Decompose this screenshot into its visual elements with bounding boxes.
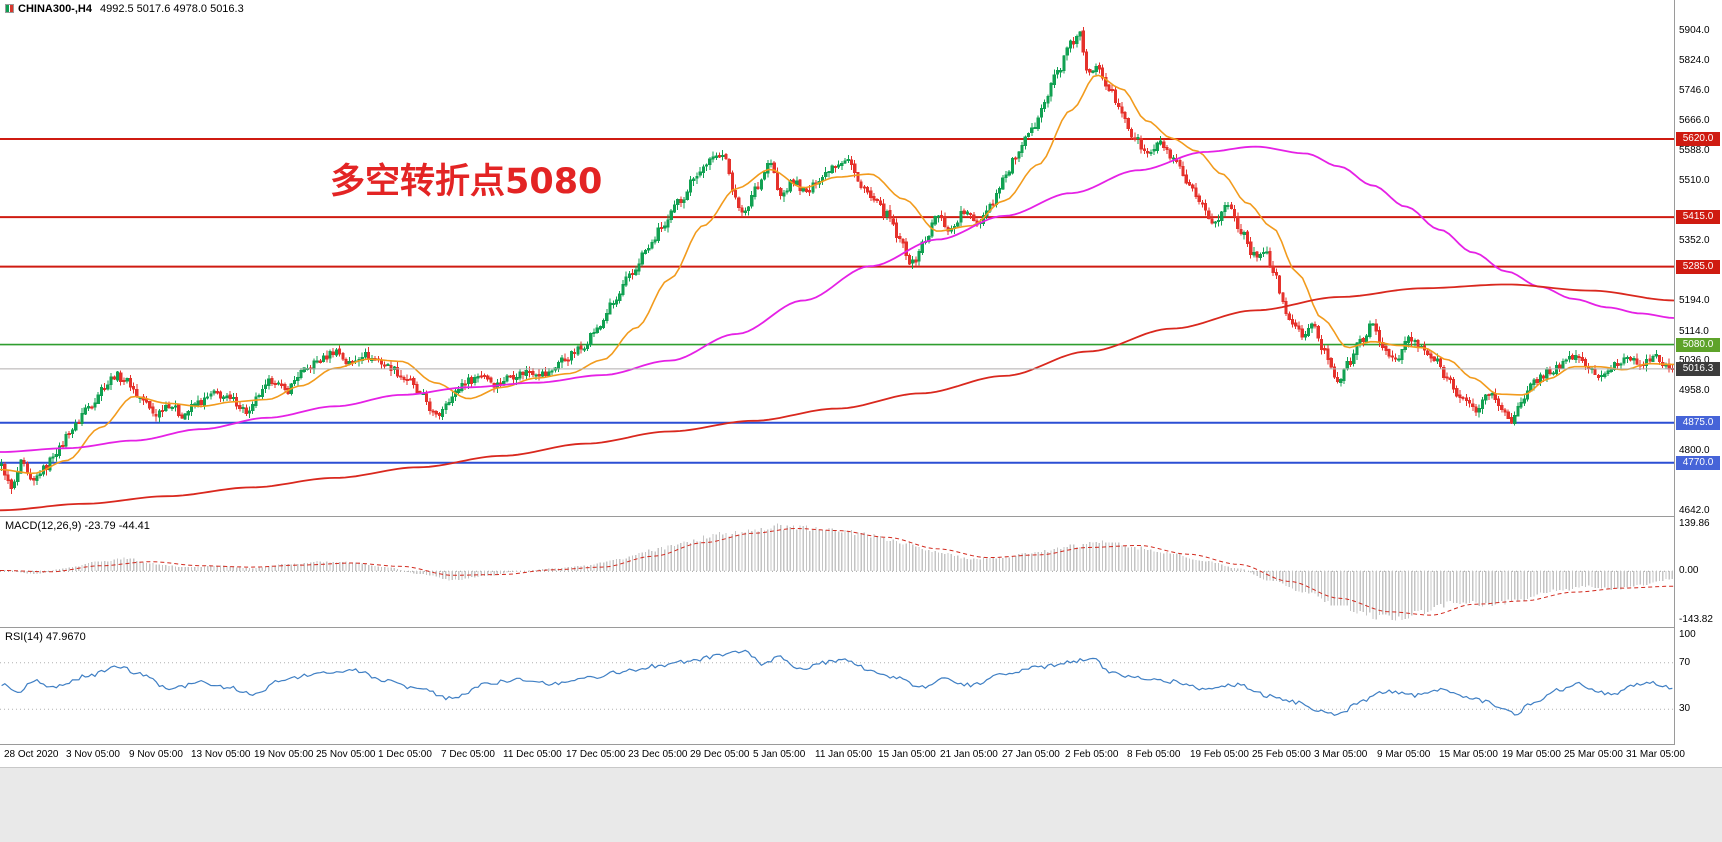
price-axis-tick: 5352.0 — [1679, 235, 1710, 246]
time-axis-label: 3 Nov 05:00 — [66, 749, 120, 760]
price-axis-tick: 4642.0 — [1679, 505, 1710, 516]
rsi-panel[interactable]: RSI(14) 47.9670 — [0, 628, 1674, 745]
price-axis-tick: 5666.0 — [1679, 115, 1710, 126]
price-axis-tick: 5824.0 — [1679, 55, 1710, 66]
time-axis-label: 19 Nov 05:00 — [254, 749, 314, 760]
time-axis-label: 7 Dec 05:00 — [441, 749, 495, 760]
time-axis-label: 11 Dec 05:00 — [503, 749, 562, 760]
price-axis[interactable]: 5904.0 5824.0 5746.0 5666.0 5588.0 5510.0 5352… — [1674, 0, 1722, 745]
rsi-label: RSI(14) 47.9670 — [5, 631, 86, 643]
window-footer — [0, 767, 1722, 842]
rsi-axis-tick: 30 — [1679, 703, 1691, 714]
price-badge-4875.0[interactable]: 4875.0 — [1676, 416, 1720, 430]
annotation-text[interactable]: 多空转折点5080 — [330, 162, 603, 202]
price-badge-5285.0[interactable]: 5285.0 — [1676, 260, 1720, 274]
symbol-timeframe-label: CHINA300-,H4 — [18, 3, 92, 15]
macd-axis-tick: 0.00 — [1679, 565, 1699, 576]
macd-axis-tick: -143.82 — [1679, 614, 1713, 625]
rsi-line — [1, 649, 1673, 716]
macd-chart-canvas[interactable] — [0, 517, 1674, 627]
price-axis-tick: 5194.0 — [1679, 295, 1710, 306]
macd-signal-line — [0, 527, 1674, 616]
price-axis-tick: 5746.0 — [1679, 85, 1710, 96]
time-axis-label: 5 Jan 05:00 — [753, 749, 806, 760]
ma-fast-line[interactable] — [0, 74, 1674, 475]
time-axis-label: 9 Mar 05:00 — [1377, 749, 1431, 760]
time-axis-label: 3 Mar 05:00 — [1314, 749, 1368, 760]
price-axis-tick: 5510.0 — [1679, 175, 1710, 186]
rsi-axis-tick: 70 — [1679, 657, 1691, 668]
price-axis-tick: 5588.0 — [1679, 145, 1710, 156]
price-badge-4770.0[interactable]: 4770.0 — [1676, 456, 1720, 470]
price-axis-tick: 5036.0 — [1679, 355, 1710, 366]
time-axis-label: 11 Jan 05:00 — [815, 749, 873, 760]
price-badge-5620.0[interactable]: 5620.0 — [1676, 132, 1720, 146]
ma-slow-line[interactable] — [0, 283, 1674, 512]
candles-up — [0, 30, 1668, 490]
price-badge-5080.0[interactable]: 5080.0 — [1676, 338, 1720, 352]
price-badge-5415.0[interactable]: 5415.0 — [1676, 210, 1720, 224]
macd-panel[interactable]: MACD(12,26,9) -23.79 -44.41 — [0, 517, 1674, 628]
time-axis-label: 23 Dec 05:00 — [628, 749, 688, 760]
time-axis-label: 8 Feb 05:00 — [1127, 749, 1181, 760]
time-axis[interactable]: 28 Oct 2020 3 Nov 05:00 9 Nov 05:00 13 Nov … — [0, 745, 1722, 767]
rsi-axis-tick: 100 — [1679, 629, 1696, 640]
price-axis-tick: 4958.0 — [1679, 385, 1710, 396]
price-badge-5016.3[interactable]: 5016.3 — [1676, 362, 1720, 376]
time-axis-label: 27 Jan 05:00 — [1002, 749, 1060, 760]
time-axis-label: 31 Mar 05:00 — [1626, 749, 1685, 760]
time-axis-label: 9 Nov 05:00 — [129, 749, 183, 760]
time-axis-label: 19 Mar 05:00 — [1502, 749, 1561, 760]
time-axis-label: 28 Oct 2020 — [4, 749, 59, 760]
time-axis-label: 15 Mar 05:00 — [1439, 749, 1498, 760]
chart-title: CHINA300-,H4 4992.5 5017.6 4978.0 5016.3 — [5, 3, 244, 15]
rsi-chart-canvas[interactable] — [0, 628, 1674, 744]
macd-axis-tick: 139.86 — [1679, 518, 1710, 529]
price-chart-canvas[interactable] — [0, 0, 1674, 516]
price-axis-main[interactable]: 5904.0 5824.0 5746.0 5666.0 5588.0 5510.0 5352… — [1675, 0, 1722, 517]
time-axis-label: 25 Nov 05:00 — [316, 749, 376, 760]
price-axis-tick: 5904.0 — [1679, 25, 1710, 36]
ohlc-values: 4992.5 5017.6 4978.0 5016.3 — [99, 3, 244, 15]
time-axis-label: 29 Dec 05:00 — [690, 749, 750, 760]
time-axis-label: 13 Nov 05:00 — [191, 749, 251, 760]
time-axis-label: 1 Dec 05:00 — [378, 749, 432, 760]
candles-down — [3, 26, 1674, 494]
time-axis-label: 25 Feb 05:00 — [1252, 749, 1311, 760]
macd-axis[interactable]: 139.86 0.00 -143.82 — [1675, 517, 1722, 628]
ma-mid-line[interactable] — [0, 145, 1674, 453]
time-axis-label: 21 Jan 05:00 — [940, 749, 998, 760]
time-axis-label: 2 Feb 05:00 — [1065, 749, 1119, 760]
time-axis-label: 15 Jan 05:00 — [878, 749, 936, 760]
time-axis-label: 19 Feb 05:00 — [1190, 749, 1249, 760]
price-axis-tick: 4800.0 — [1679, 445, 1710, 456]
rsi-axis[interactable]: 100 70 30 — [1675, 628, 1722, 745]
price-axis-tick: 5114.0 — [1679, 326, 1709, 337]
macd-label: MACD(12,26,9) -23.79 -44.41 — [5, 520, 150, 532]
time-axis-label: 25 Mar 05:00 — [1564, 749, 1623, 760]
price-panel[interactable]: CHINA300-,H4 4992.5 5017.6 4978.0 5016.3 … — [0, 0, 1674, 517]
macd-histogram — [0, 523, 1674, 621]
time-axis-label: 17 Dec 05:00 — [566, 749, 626, 760]
chart-symbol-icon — [5, 4, 14, 13]
